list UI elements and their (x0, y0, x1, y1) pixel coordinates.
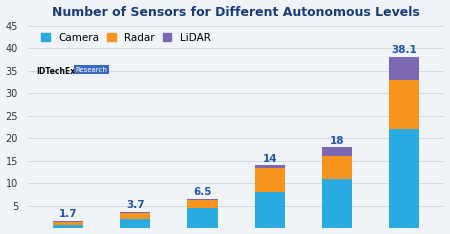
Bar (255, 165, 285, 168)
Bar (120, 219, 150, 228)
Bar (120, 213, 150, 219)
Text: 38.1: 38.1 (391, 45, 417, 55)
Bar (389, 80, 419, 129)
Bar (322, 156, 352, 179)
Bar (187, 199, 218, 201)
Text: 14: 14 (262, 154, 277, 164)
Text: 3.7: 3.7 (126, 200, 144, 210)
Text: 18: 18 (330, 135, 344, 146)
Bar (53, 221, 83, 222)
Title: Number of Sensors for Different Autonomous Levels: Number of Sensors for Different Autonomo… (52, 6, 420, 18)
Bar (389, 57, 419, 80)
Bar (255, 192, 285, 228)
Bar (120, 212, 150, 213)
Text: IDTechEx: IDTechEx (36, 67, 75, 76)
Bar (389, 129, 419, 228)
Bar (53, 222, 83, 225)
Bar (322, 147, 352, 156)
Bar (255, 168, 285, 192)
Bar (187, 201, 218, 208)
Bar (53, 225, 83, 228)
Text: Research: Research (76, 67, 108, 73)
Text: 6.5: 6.5 (193, 187, 212, 197)
Bar (187, 208, 218, 228)
Text: 1.7: 1.7 (59, 209, 77, 219)
Legend: Camera, Radar, LiDAR: Camera, Radar, LiDAR (41, 33, 211, 43)
Bar (322, 179, 352, 228)
